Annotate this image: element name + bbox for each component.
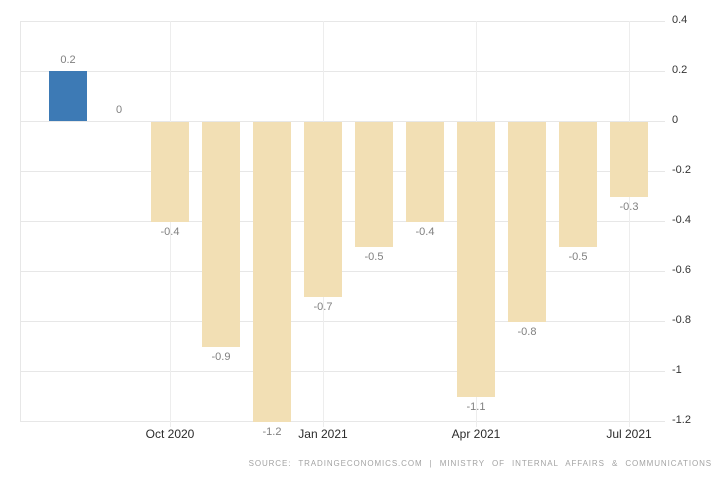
bar-value-label: -0.5 [364,251,384,263]
y-axis-tick-label: 0.4 [672,14,688,26]
x-axis-tick-label: Apr 2021 [451,427,501,441]
y-axis-tick-label: 0 [672,114,679,126]
bar-value-label: 0.2 [60,54,76,66]
bar-negative [406,122,444,222]
horizontal-gridline [20,71,665,72]
horizontal-gridline [20,321,665,322]
bar-negative [304,122,342,297]
horizontal-gridline [20,171,665,172]
vertical-gridline [629,21,630,427]
vertical-gridline [170,21,171,427]
bar-value-label: -0.5 [568,251,588,263]
bar-negative [202,122,240,347]
bar-negative [253,122,291,422]
bar-value-label: -0.8 [517,326,537,338]
y-axis-tick-label: 0.2 [672,64,688,76]
y-axis-tick-label: -1.2 [672,414,691,426]
source-attribution: SOURCE: TRADINGECONOMICS.COM | MINISTRY … [248,459,712,468]
bar-value-label: -1.2 [262,426,282,438]
x-axis-tick-label: Jan 2021 [298,427,348,441]
bar-value-label: -0.4 [160,226,180,238]
bar-value-label: -0.4 [415,226,435,238]
y-axis-tick-label: -0.6 [672,264,691,276]
bar-positive [49,71,87,121]
bar-value-label: -0.9 [211,351,231,363]
bar-value-label: 0 [115,104,123,116]
y-axis-tick-label: -0.8 [672,314,691,326]
bar-value-label: -0.7 [313,301,333,313]
bar-negative [151,122,189,222]
horizontal-gridline [20,271,665,272]
horizontal-gridline [20,121,665,122]
x-axis-tick-label: Oct 2020 [145,427,195,441]
bar-negative [610,122,648,197]
bar-value-label: -0.3 [619,201,639,213]
bar-value-label: -1.1 [466,401,486,413]
y-axis-tick-label: -0.4 [672,214,691,226]
horizontal-gridline [20,221,665,222]
x-axis-tick-label: Jul 2021 [606,427,652,441]
horizontal-gridline [20,21,665,22]
horizontal-gridline [20,371,665,372]
bar-negative [355,122,393,247]
horizontal-gridline [20,421,665,422]
bar-negative [559,122,597,247]
bar-negative [457,122,495,397]
y-axis-tick-label: -1 [672,364,682,376]
y-axis-tick-label: -0.2 [672,164,691,176]
bar-negative [508,122,546,322]
